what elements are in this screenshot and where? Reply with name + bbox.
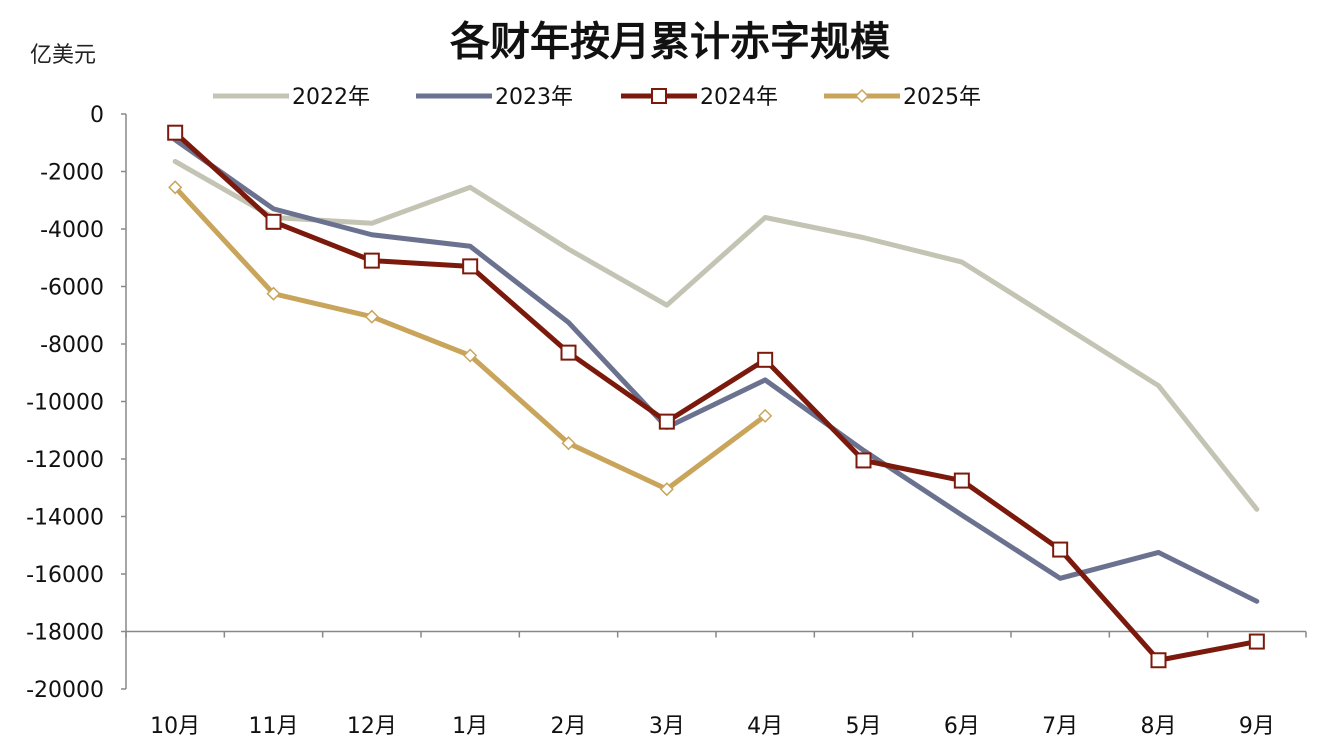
- series-line: [172, 137, 1260, 604]
- data-point: [462, 258, 479, 275]
- x-tick-label: 2月: [551, 714, 587, 739]
- legend-label: 2022年: [292, 85, 370, 110]
- series-2022年: [172, 158, 1260, 512]
- series-2024年: [167, 124, 1265, 669]
- data-point: [463, 348, 478, 363]
- legend-item: 2025年: [824, 85, 981, 110]
- legend-marker: [854, 88, 870, 104]
- x-tick-label: 1月: [452, 714, 488, 739]
- x-tick-label: 6月: [944, 714, 980, 739]
- y-tick-label: -2000: [40, 161, 104, 186]
- data-point: [658, 413, 675, 430]
- data-point: [364, 309, 379, 324]
- legend-item: 2024年: [621, 85, 778, 110]
- data-point: [659, 482, 674, 497]
- data-point: [953, 472, 970, 489]
- data-point: [757, 351, 774, 368]
- x-tick-label: 9月: [1239, 714, 1275, 739]
- series-2023年: [172, 137, 1260, 604]
- x-tick-label: 7月: [1042, 714, 1078, 739]
- series-line: [172, 158, 1260, 512]
- legend-label: 2023年: [495, 85, 573, 110]
- series-line: [172, 130, 1260, 663]
- data-point: [560, 344, 577, 361]
- series-layer: [167, 124, 1265, 669]
- y-tick-label: -4000: [40, 218, 104, 243]
- legend-label: 2025年: [903, 85, 981, 110]
- y-tick-label: 0: [90, 103, 104, 128]
- axes: 0 -2000 -4000 -6000 -8000 -10000 -12000 -14000 -…: [26, 103, 1307, 739]
- y-tick-label: -16000: [26, 563, 104, 588]
- x-tick-label: 3月: [649, 714, 685, 739]
- y-tick-label: -10000: [26, 391, 104, 416]
- legend-label: 2024年: [700, 85, 778, 110]
- x-tick-label: 12月: [347, 714, 397, 739]
- data-point: [167, 124, 184, 141]
- y-tick-label: -14000: [26, 506, 104, 531]
- y-tick-label: -18000: [26, 621, 104, 646]
- data-point: [363, 252, 380, 269]
- data-point: [266, 286, 281, 301]
- y-tick-label: -12000: [26, 448, 104, 473]
- y-tick-label: -20000: [26, 678, 104, 703]
- data-point: [561, 436, 576, 451]
- legend-marker: [651, 88, 667, 104]
- x-tick-label: 10月: [150, 714, 200, 739]
- y-tick-label: -8000: [40, 333, 104, 358]
- y-axis-unit-label: 亿美元: [30, 43, 96, 68]
- data-point: [168, 180, 183, 195]
- y-tick-label: -6000: [40, 276, 104, 301]
- data-point: [1052, 541, 1069, 558]
- data-point: [758, 408, 773, 423]
- x-tick-label: 5月: [846, 714, 882, 739]
- legend-item: 2022年: [213, 85, 370, 110]
- x-tick-label: 11月: [249, 714, 299, 739]
- series-2025年: [168, 180, 773, 497]
- data-point: [1150, 652, 1167, 669]
- x-tick-label: 4月: [747, 714, 783, 739]
- data-point: [1248, 633, 1265, 650]
- legend-item: 2023年: [416, 85, 573, 110]
- x-tick-label: 8月: [1141, 714, 1177, 739]
- series-line: [172, 184, 768, 492]
- data-point: [265, 213, 282, 230]
- data-point: [855, 452, 872, 469]
- chart-title: 各财年按月累计赤字规模: [450, 19, 890, 65]
- legend: 2022年 2023年 2024年 2025年: [213, 85, 981, 110]
